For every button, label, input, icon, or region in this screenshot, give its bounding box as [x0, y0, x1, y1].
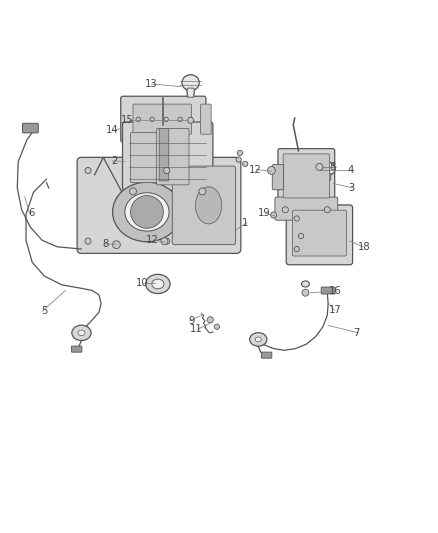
Text: 12: 12	[146, 235, 159, 245]
FancyBboxPatch shape	[172, 166, 236, 245]
Circle shape	[302, 289, 309, 296]
FancyBboxPatch shape	[77, 157, 241, 253]
Circle shape	[316, 164, 323, 171]
FancyBboxPatch shape	[283, 154, 329, 198]
Circle shape	[161, 238, 168, 245]
FancyBboxPatch shape	[131, 133, 167, 183]
FancyBboxPatch shape	[133, 104, 191, 134]
Circle shape	[271, 212, 277, 218]
FancyBboxPatch shape	[325, 173, 331, 180]
Circle shape	[283, 207, 288, 213]
FancyBboxPatch shape	[272, 165, 284, 190]
Text: 18: 18	[358, 242, 371, 252]
FancyBboxPatch shape	[286, 205, 353, 265]
Circle shape	[294, 246, 299, 252]
Ellipse shape	[146, 274, 170, 294]
Ellipse shape	[250, 333, 267, 346]
FancyBboxPatch shape	[71, 346, 82, 352]
Text: 8: 8	[329, 162, 335, 172]
Ellipse shape	[125, 193, 169, 231]
Circle shape	[164, 238, 170, 244]
FancyBboxPatch shape	[22, 123, 38, 133]
Text: 19: 19	[258, 208, 271, 218]
Ellipse shape	[255, 337, 261, 342]
Ellipse shape	[182, 75, 199, 91]
Text: 5: 5	[42, 306, 48, 316]
Circle shape	[131, 196, 163, 228]
Text: 2: 2	[111, 156, 118, 166]
Ellipse shape	[321, 162, 335, 175]
Text: 10: 10	[136, 278, 148, 288]
Circle shape	[178, 117, 182, 122]
Ellipse shape	[195, 187, 222, 224]
Circle shape	[164, 117, 168, 122]
Text: 17: 17	[329, 305, 342, 315]
Circle shape	[164, 167, 170, 174]
Circle shape	[85, 167, 91, 174]
Circle shape	[294, 216, 299, 221]
FancyBboxPatch shape	[159, 128, 169, 181]
Text: 9: 9	[189, 316, 195, 326]
FancyBboxPatch shape	[121, 96, 206, 142]
Circle shape	[243, 161, 248, 166]
Circle shape	[130, 188, 137, 195]
Ellipse shape	[113, 182, 181, 242]
Circle shape	[214, 324, 219, 329]
FancyBboxPatch shape	[128, 138, 159, 154]
Circle shape	[150, 117, 154, 122]
Circle shape	[199, 188, 206, 195]
Circle shape	[187, 117, 194, 123]
FancyBboxPatch shape	[261, 352, 272, 358]
Text: 3: 3	[348, 183, 354, 193]
Text: 14: 14	[106, 125, 119, 135]
Circle shape	[207, 317, 213, 323]
Text: 6: 6	[28, 208, 35, 218]
Circle shape	[136, 117, 141, 122]
Circle shape	[85, 238, 91, 244]
Text: 1: 1	[242, 218, 248, 228]
FancyBboxPatch shape	[292, 210, 346, 256]
Circle shape	[236, 157, 241, 162]
FancyBboxPatch shape	[201, 104, 211, 134]
FancyBboxPatch shape	[275, 197, 338, 220]
Circle shape	[113, 241, 120, 248]
Ellipse shape	[78, 330, 85, 336]
Text: 15: 15	[121, 115, 134, 125]
Text: 13: 13	[145, 79, 157, 89]
Circle shape	[268, 166, 276, 174]
Circle shape	[298, 233, 304, 239]
Text: 8: 8	[103, 239, 109, 249]
FancyBboxPatch shape	[278, 149, 335, 203]
FancyBboxPatch shape	[187, 88, 194, 97]
Text: 11: 11	[190, 325, 202, 334]
Circle shape	[324, 207, 330, 213]
Text: 16: 16	[329, 286, 342, 296]
Ellipse shape	[72, 325, 91, 341]
FancyBboxPatch shape	[321, 287, 335, 294]
Ellipse shape	[301, 281, 309, 287]
Text: 4: 4	[348, 165, 354, 175]
Ellipse shape	[152, 279, 164, 289]
Circle shape	[237, 150, 243, 156]
Text: 7: 7	[353, 328, 360, 338]
FancyBboxPatch shape	[156, 128, 189, 185]
FancyBboxPatch shape	[123, 122, 213, 190]
Text: 12: 12	[249, 165, 262, 175]
